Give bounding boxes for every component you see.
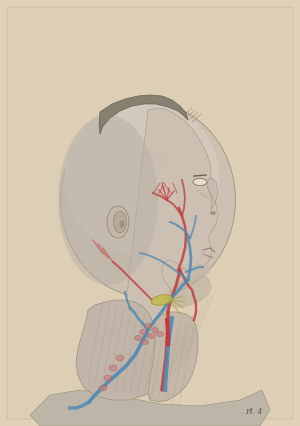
Polygon shape — [148, 312, 198, 402]
Ellipse shape — [107, 206, 129, 238]
Ellipse shape — [210, 211, 216, 215]
Ellipse shape — [99, 385, 107, 391]
Ellipse shape — [152, 328, 158, 333]
Ellipse shape — [193, 178, 207, 185]
Ellipse shape — [142, 340, 148, 345]
Ellipse shape — [58, 115, 158, 285]
Polygon shape — [30, 390, 270, 426]
Ellipse shape — [190, 264, 210, 276]
Ellipse shape — [61, 103, 235, 297]
Ellipse shape — [140, 329, 146, 334]
Text: Pl. 4: Pl. 4 — [245, 408, 262, 416]
Ellipse shape — [116, 355, 124, 361]
Polygon shape — [165, 275, 212, 308]
Ellipse shape — [157, 331, 164, 337]
FancyBboxPatch shape — [7, 7, 293, 419]
Ellipse shape — [109, 365, 117, 371]
Ellipse shape — [134, 336, 142, 340]
Polygon shape — [76, 300, 156, 400]
Polygon shape — [99, 95, 188, 134]
Ellipse shape — [151, 295, 173, 305]
Ellipse shape — [145, 323, 152, 328]
Polygon shape — [125, 108, 218, 324]
Ellipse shape — [119, 220, 124, 228]
Ellipse shape — [64, 101, 220, 256]
Ellipse shape — [148, 334, 154, 339]
Polygon shape — [207, 178, 218, 210]
Ellipse shape — [113, 211, 127, 233]
Ellipse shape — [104, 375, 112, 381]
